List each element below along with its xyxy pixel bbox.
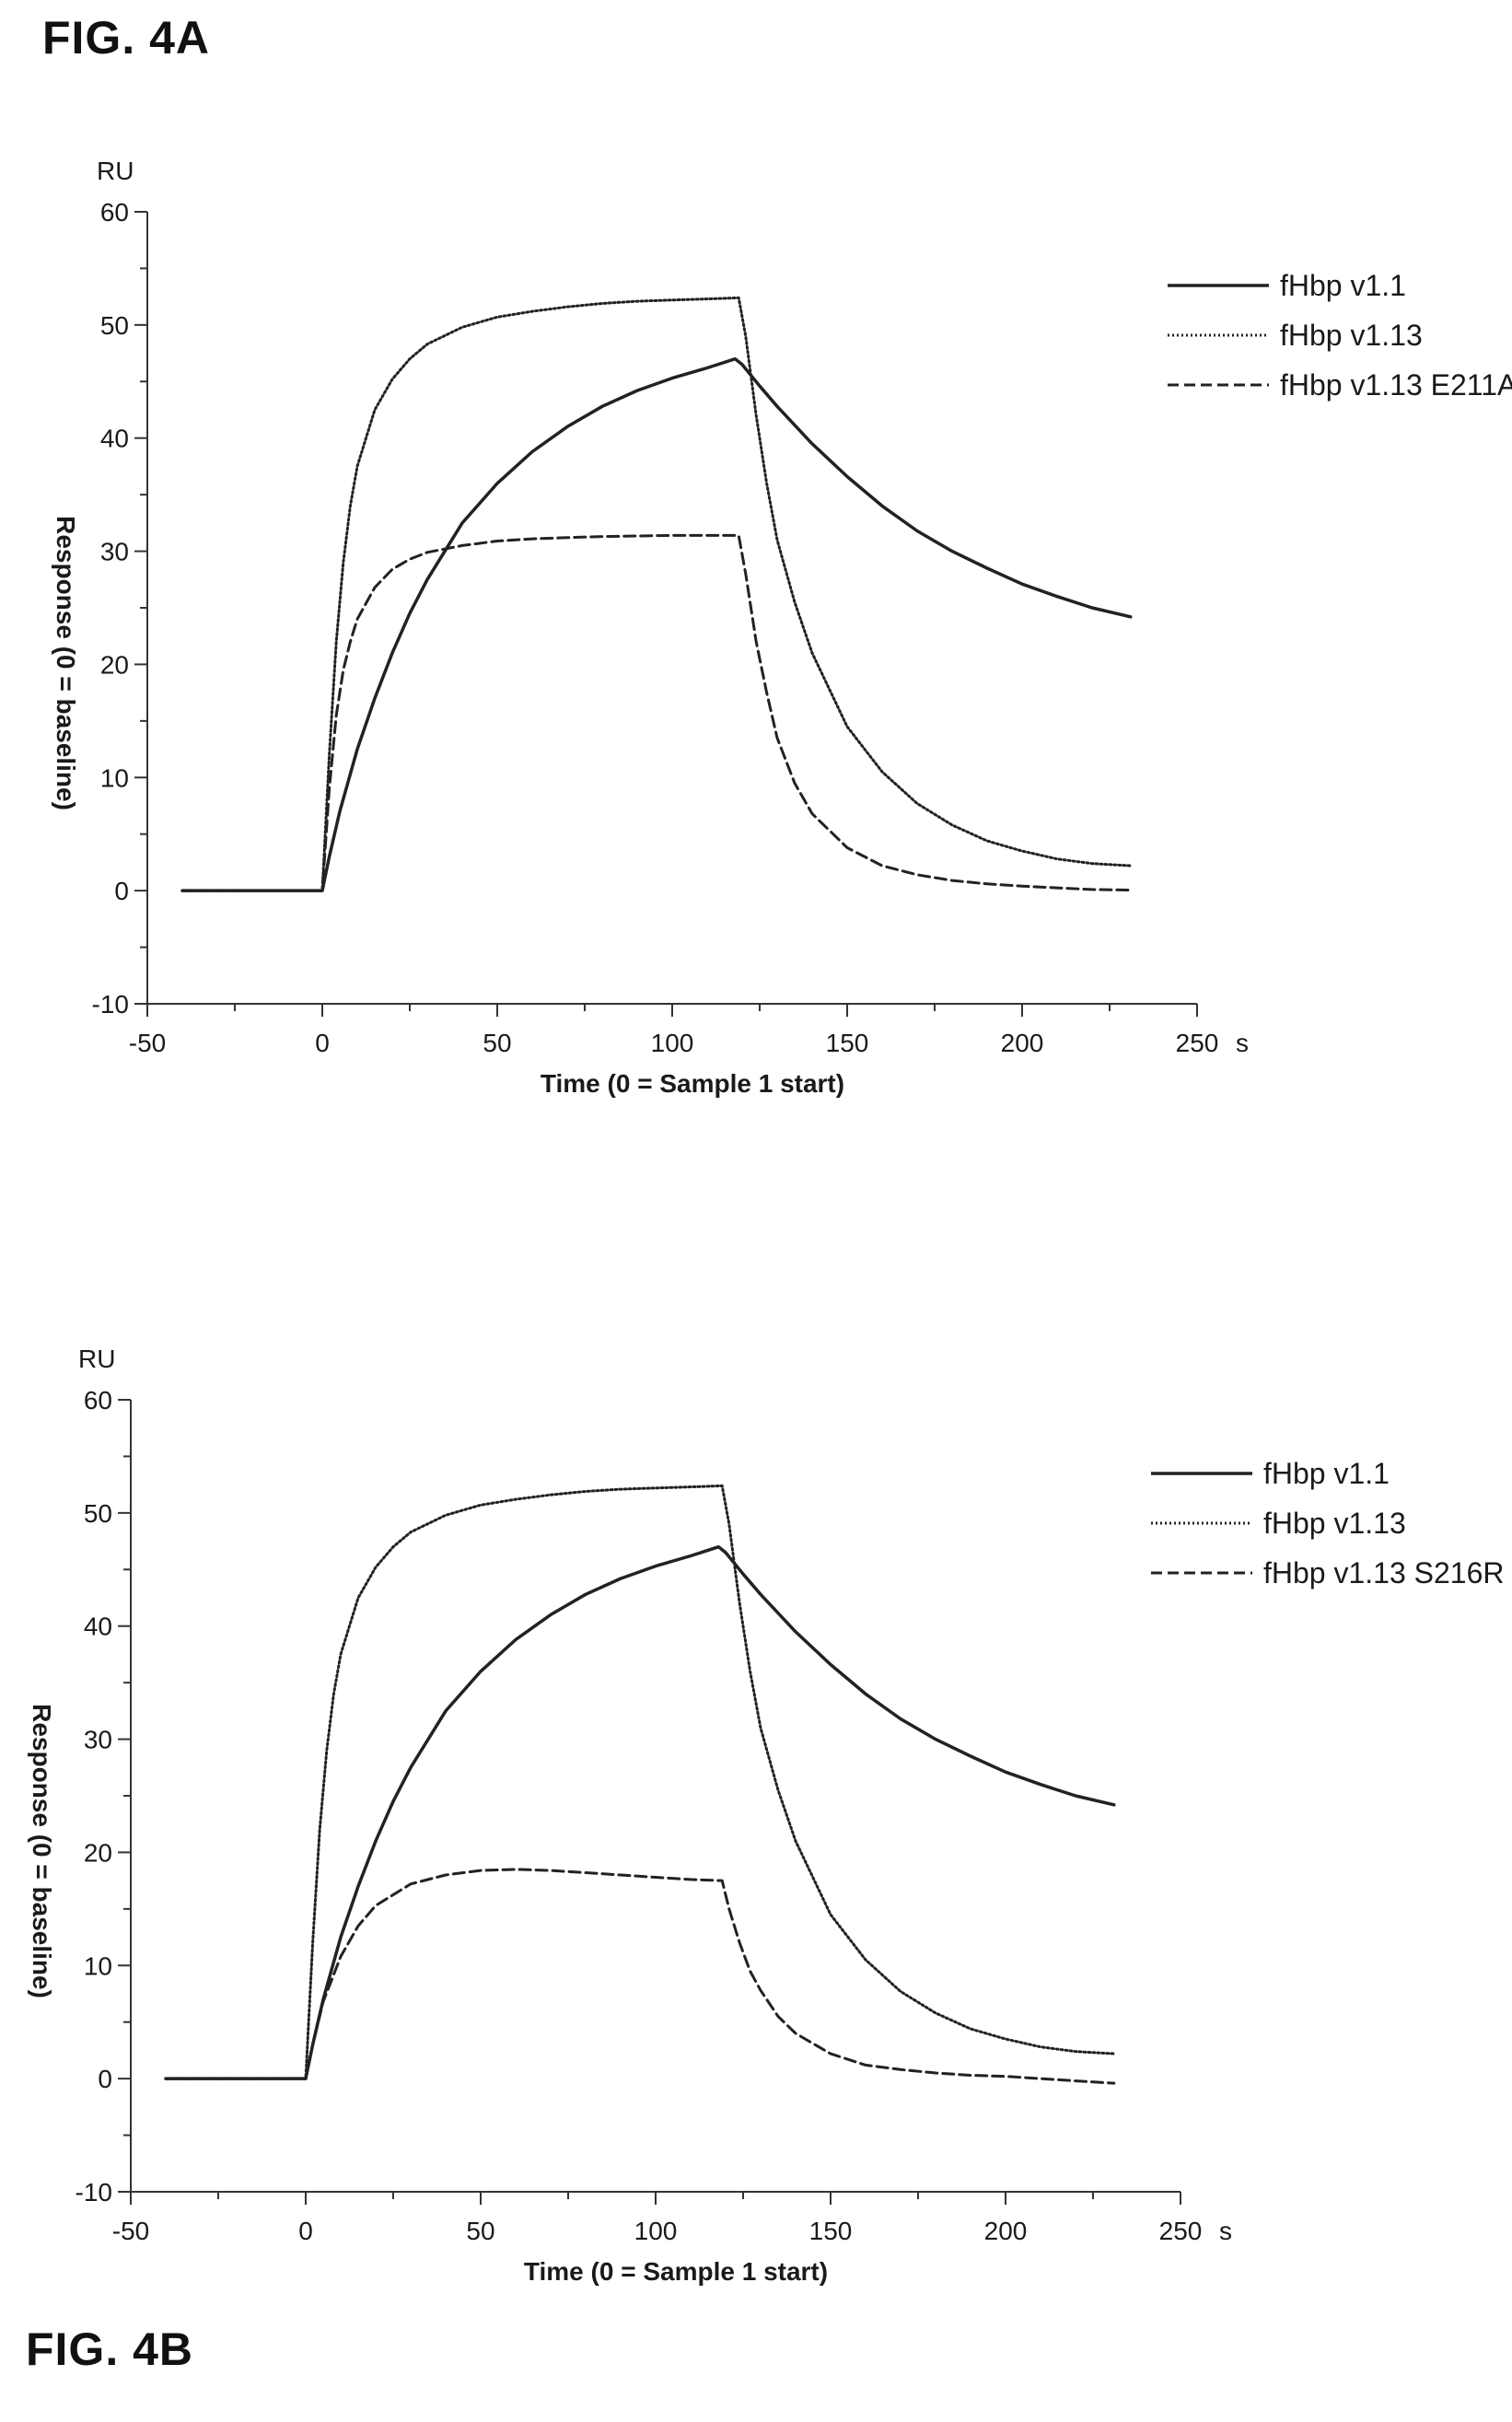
series-line-dotted — [180, 296, 1133, 892]
legend-label: fHbp v1.13 — [1280, 319, 1423, 352]
y-tick-label: -10 — [92, 990, 129, 1019]
y-tick-label: 60 — [100, 198, 129, 227]
x-tick-label: 50 — [466, 2217, 494, 2245]
x-tick-label: -50 — [129, 1029, 166, 1057]
legend-label: fHbp v1.13 E211A — [1280, 368, 1512, 402]
plot-area: -10 0 10 20 30 40 50 60 -50 0 50 100 150 200 250 — [92, 198, 1219, 1057]
y-tick-label: 10 — [84, 1951, 112, 1980]
x-tick-label: 200 — [1001, 1029, 1044, 1057]
y-axis-title: Response (0 = baseline) — [28, 1704, 56, 1998]
series-line-solid — [180, 356, 1133, 892]
y-tick-label: 50 — [100, 311, 129, 340]
y-tick-label: 40 — [84, 1613, 112, 1641]
x-tick-label: 0 — [298, 2217, 313, 2245]
x-tick-label: 250 — [1176, 1029, 1219, 1057]
series-line-solid — [164, 1544, 1116, 2080]
series-line-dashed — [180, 533, 1133, 892]
x-axis-title: Time (0 = Sample 1 start) — [541, 1069, 844, 1098]
x-unit-label: s — [1219, 2217, 1232, 2245]
y-tick-label: 0 — [98, 2065, 112, 2093]
series-line-dotted — [164, 1484, 1116, 2080]
x-tick-label: 0 — [315, 1029, 330, 1057]
y-unit-label: RU — [78, 1345, 115, 1373]
legend: fHbp v1.1 fHbp v1.13 fHbp v1.13 S216R — [1151, 1457, 1505, 1589]
y-tick-label: 60 — [84, 1386, 112, 1415]
legend-label: fHbp v1.1 — [1280, 269, 1406, 302]
y-tick-label: 40 — [100, 425, 129, 453]
figure-4a-label: FIG. 4A — [42, 12, 211, 64]
chart-fig-4b: RU Response (0 = baseline) Time (0 = Sam… — [28, 1345, 1505, 2286]
y-tick-label: 30 — [84, 1726, 112, 1754]
legend-label: fHbp v1.1 — [1263, 1457, 1390, 1490]
y-tick-label: 20 — [84, 1838, 112, 1867]
x-tick-label: -50 — [112, 2217, 149, 2245]
x-tick-label: 150 — [809, 2217, 853, 2245]
y-tick-label: -10 — [76, 2178, 112, 2207]
plot-area: -10 0 10 20 30 40 50 60 -50 0 50 100 150 200 250 — [76, 1386, 1203, 2245]
x-tick-label: 100 — [634, 2217, 678, 2245]
x-axis-title: Time (0 = Sample 1 start) — [524, 2257, 828, 2286]
x-tick-label: 100 — [651, 1029, 694, 1057]
figure-4b-label: FIG. 4B — [26, 2323, 194, 2375]
x-unit-label: s — [1236, 1029, 1249, 1057]
y-axis-title: Response (0 = baseline) — [52, 516, 80, 810]
y-unit-label: RU — [97, 157, 134, 185]
y-tick-label: 30 — [100, 538, 129, 566]
series-line-dashed — [164, 1868, 1116, 2085]
legend-label: fHbp v1.13 — [1263, 1507, 1406, 1540]
y-tick-label: 10 — [100, 763, 129, 792]
legend-label: fHbp v1.13 S216R — [1263, 1556, 1505, 1589]
x-tick-label: 250 — [1159, 2217, 1203, 2245]
legend: fHbp v1.1 fHbp v1.13 fHbp v1.13 E211A — [1168, 269, 1512, 402]
x-tick-label: 50 — [483, 1029, 511, 1057]
y-tick-label: 50 — [84, 1499, 112, 1528]
chart-fig-4a: RU Response (0 = baseline) Time (0 = Sam… — [52, 157, 1512, 1098]
x-tick-label: 200 — [984, 2217, 1028, 2245]
x-tick-label: 150 — [826, 1029, 869, 1057]
y-tick-label: 0 — [114, 877, 129, 905]
y-tick-label: 20 — [100, 650, 129, 679]
